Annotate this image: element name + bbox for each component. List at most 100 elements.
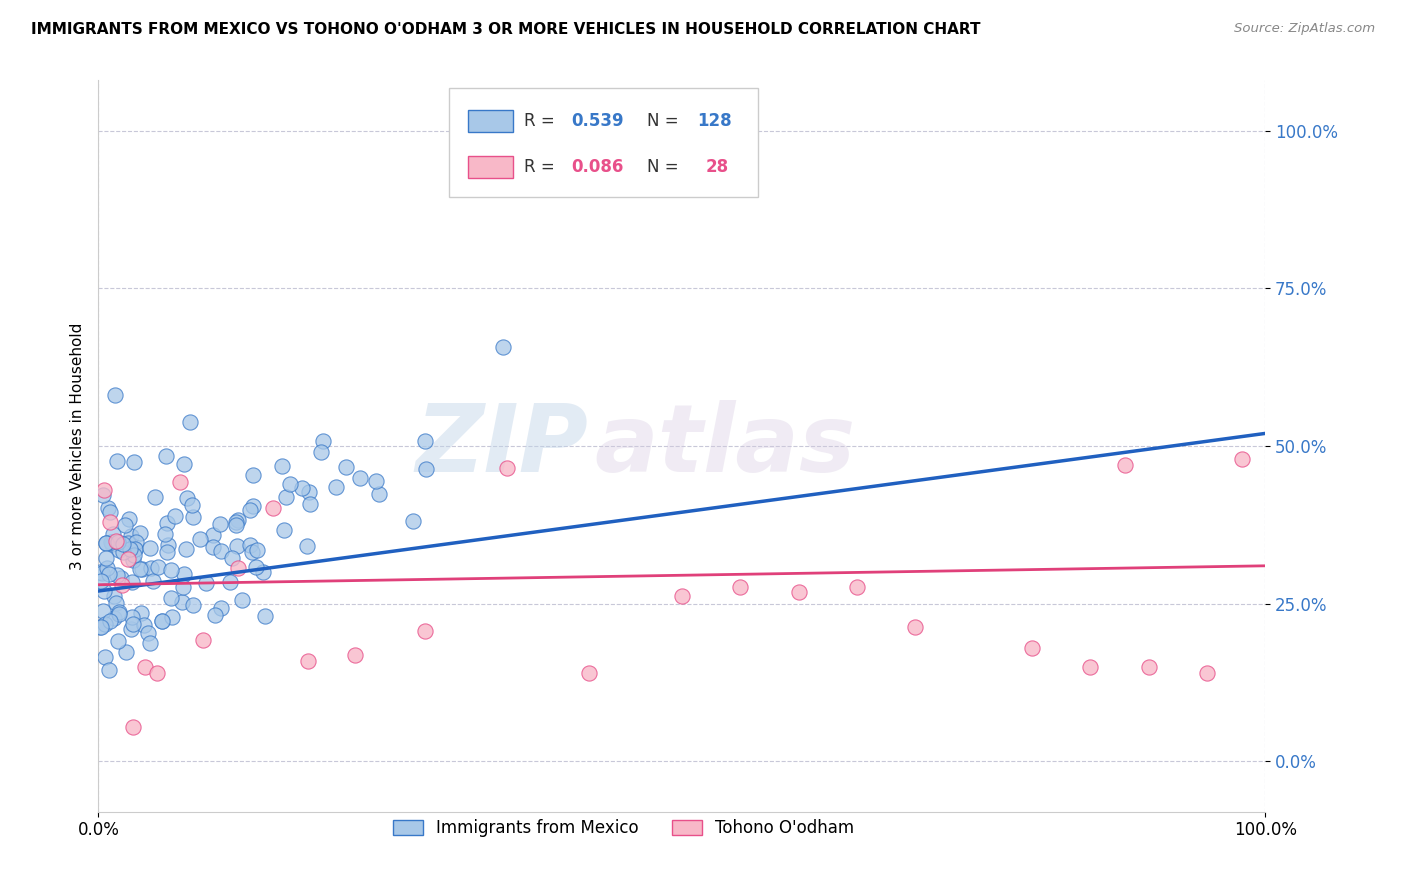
Point	[176, 491, 198, 506]
Point	[91, 604, 114, 618]
Point	[202, 528, 225, 542]
Point	[209, 544, 232, 558]
Point	[110, 571, 132, 585]
Point	[131, 562, 153, 576]
Point	[124, 541, 146, 556]
Point	[139, 541, 162, 555]
Point	[98, 664, 121, 678]
Point	[104, 533, 127, 548]
Point	[90, 574, 112, 589]
Point	[309, 445, 332, 459]
Point	[143, 491, 166, 505]
Point	[242, 467, 264, 482]
Point	[128, 525, 150, 540]
Y-axis label: 3 or more Vehicles in Household: 3 or more Vehicles in Household	[69, 322, 84, 570]
Point	[496, 460, 519, 475]
Point	[100, 535, 122, 549]
Text: ZIP: ZIP	[416, 400, 589, 492]
Point	[349, 470, 371, 484]
Point	[1197, 665, 1219, 680]
Point	[242, 500, 264, 514]
Point	[105, 568, 128, 582]
Point	[121, 609, 143, 624]
Point	[91, 487, 114, 501]
Text: R =: R =	[524, 158, 561, 176]
Point	[93, 616, 115, 631]
Point	[105, 453, 128, 467]
Point	[94, 536, 117, 550]
Point	[298, 497, 321, 511]
Point	[111, 545, 134, 559]
Point	[413, 434, 436, 449]
Text: 128: 128	[697, 112, 731, 130]
Point	[181, 499, 204, 513]
Point	[114, 518, 136, 533]
Point	[89, 620, 111, 634]
Point	[179, 415, 201, 429]
Point	[172, 595, 194, 609]
Point	[156, 516, 179, 530]
Point	[221, 550, 243, 565]
Point	[165, 509, 187, 524]
Point	[225, 515, 247, 529]
Point	[276, 491, 298, 505]
Point	[254, 608, 277, 623]
Point	[671, 589, 693, 603]
Point	[291, 481, 314, 495]
Point	[174, 541, 197, 556]
Point	[97, 500, 120, 515]
Point	[98, 566, 121, 581]
Point	[231, 592, 253, 607]
Point	[415, 462, 437, 476]
Point	[124, 542, 146, 557]
Point	[94, 536, 117, 550]
Point	[209, 600, 232, 615]
Point	[173, 567, 195, 582]
Point	[159, 563, 181, 577]
Point	[128, 562, 150, 576]
Point	[209, 517, 232, 532]
Point	[108, 542, 131, 557]
Point	[125, 534, 148, 549]
Point	[219, 574, 242, 589]
Text: N =: N =	[647, 112, 683, 130]
FancyBboxPatch shape	[468, 111, 513, 132]
Point	[120, 541, 142, 556]
Point	[278, 477, 301, 491]
Point	[344, 648, 367, 662]
Point	[245, 559, 267, 574]
Point	[298, 484, 321, 499]
Point	[122, 455, 145, 469]
Point	[90, 566, 112, 581]
Text: N =: N =	[647, 158, 683, 176]
Point	[129, 606, 152, 620]
Text: atlas: atlas	[595, 400, 856, 492]
FancyBboxPatch shape	[468, 155, 513, 178]
Point	[1021, 640, 1043, 655]
Point	[150, 615, 173, 629]
Point	[115, 645, 138, 659]
Point	[117, 536, 139, 550]
Point	[103, 589, 125, 603]
Point	[273, 523, 295, 537]
Point	[141, 560, 163, 574]
Point	[204, 607, 226, 622]
Point	[188, 533, 211, 547]
Point	[98, 615, 121, 629]
Point	[226, 513, 249, 527]
Point	[107, 634, 129, 648]
Point	[136, 626, 159, 640]
Point	[413, 624, 436, 638]
Point	[730, 580, 752, 594]
Point	[89, 565, 111, 579]
Point	[122, 616, 145, 631]
Point	[98, 505, 121, 519]
Point	[107, 605, 129, 619]
Point	[101, 527, 124, 541]
Point	[246, 542, 269, 557]
Point	[364, 474, 387, 488]
Point	[181, 509, 204, 524]
Point	[262, 501, 284, 516]
Point	[271, 458, 294, 473]
Point	[98, 515, 121, 529]
